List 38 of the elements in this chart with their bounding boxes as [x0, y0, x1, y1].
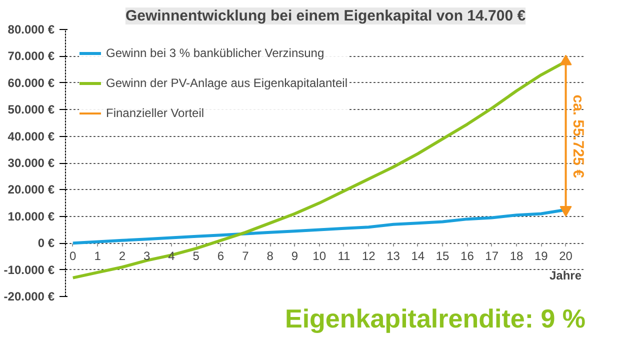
y-tick-label: 50.000 € — [8, 102, 55, 117]
x-tick-label: 11 — [338, 249, 351, 264]
x-tick-label: 0 — [70, 249, 77, 264]
x-tick-label: 6 — [217, 249, 224, 264]
chart-title: Gewinnentwicklung bei einem Eigenkapital von 14.700 € — [125, 8, 526, 24]
x-tick-label: 20 — [559, 249, 573, 264]
x-tick-label: 12 — [362, 249, 376, 264]
y-tick-label: -10.000 € — [4, 262, 55, 277]
x-tick-label: 4 — [168, 249, 176, 264]
y-tick-label: 30.000 € — [8, 156, 55, 170]
x-axis-title: Jahre — [549, 268, 582, 282]
x-tick-label: 14 — [411, 249, 425, 264]
legend-label: Gewinn bei 3 % banküblicher Verzinsung — [106, 46, 324, 60]
x-tick-label: 9 — [291, 249, 298, 264]
x-tick-label: 7 — [242, 249, 250, 264]
y-tick-label: 70.000 € — [8, 49, 55, 64]
y-tick-label: 0 € — [38, 236, 55, 250]
x-tick-label: 13 — [386, 249, 400, 264]
y-tick-label: 10.000 € — [8, 209, 55, 224]
x-tick-label: 2 — [118, 249, 126, 264]
x-tick-label: 19 — [534, 249, 548, 264]
legend-label: Finanzieller Vorteil — [106, 106, 204, 120]
x-tick-label: 18 — [510, 249, 524, 264]
y-tick-label: -20.000 € — [4, 290, 55, 304]
annotation: ca. 55.725 € — [569, 94, 586, 179]
x-tick-label: 5 — [192, 249, 200, 264]
x-tick-label: 10 — [312, 249, 326, 264]
y-tick-label: 20.000 € — [8, 182, 55, 197]
x-tick-label: 17 — [485, 249, 499, 264]
x-tick-label: 15 — [436, 249, 450, 264]
x-tick-label: 8 — [266, 249, 274, 264]
legend-label: Gewinn der PV-Anlage aus Eigenkapitalanteil — [106, 76, 348, 90]
x-tick-label: 16 — [460, 249, 474, 264]
x-tick-label: 1 — [94, 249, 102, 264]
text: Eigenkapitalrendite: 9 % — [284, 304, 586, 334]
y-tick-label: 80.000 € — [8, 22, 55, 36]
y-tick-label: 40.000 € — [8, 129, 55, 144]
y-tick-label: 60.000 € — [8, 76, 55, 90]
